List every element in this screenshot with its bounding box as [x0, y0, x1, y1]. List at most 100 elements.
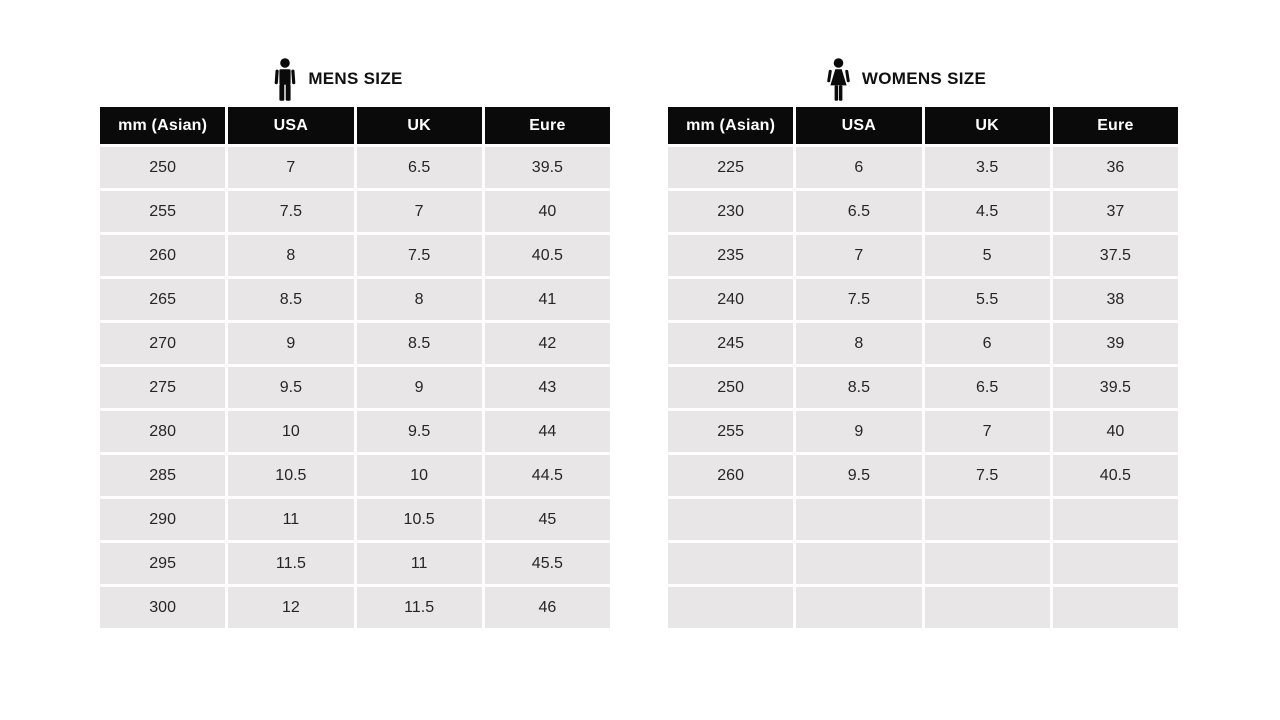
table-row: 235 7 5 37.5 — [668, 235, 1178, 276]
table-cell: 39.5 — [484, 147, 610, 188]
table-cell: 10 — [228, 411, 354, 452]
table-row: 300 12 11.5 46 — [100, 587, 610, 628]
table-cell: 255 — [668, 411, 794, 452]
table-cell: 39 — [1052, 323, 1178, 364]
table-cell: 245 — [668, 323, 794, 364]
table-cell: 8 — [356, 279, 482, 320]
table-cell: 275 — [100, 367, 226, 408]
table-cell — [668, 499, 794, 540]
table-cell: 37.5 — [1052, 235, 1178, 276]
table-row: 265 8.5 8 41 — [100, 279, 610, 320]
table-cell: 6 — [796, 147, 922, 188]
table-cell: 9.5 — [796, 455, 922, 496]
table-row: 260 9.5 7.5 40.5 — [668, 455, 1178, 496]
table-cell: 45 — [484, 499, 610, 540]
table-row: 255 9 7 40 — [668, 411, 1178, 452]
table-cell — [924, 499, 1050, 540]
table-cell: 300 — [100, 587, 226, 628]
table-cell: 40 — [484, 191, 610, 232]
table-cell: 6 — [924, 323, 1050, 364]
table-cell: 280 — [100, 411, 226, 452]
table-cell: 225 — [668, 147, 794, 188]
table-cell: 3.5 — [924, 147, 1050, 188]
column-header: USA — [228, 107, 354, 144]
table-cell: 250 — [100, 147, 226, 188]
table-cell: 5 — [924, 235, 1050, 276]
table-cell: 235 — [668, 235, 794, 276]
table-cell: 7.5 — [796, 279, 922, 320]
womens-title-label: WOMENS SIZE — [861, 69, 987, 88]
table-cell: 11 — [356, 543, 482, 584]
table-cell: 8.5 — [796, 367, 922, 408]
table-row: 250 7 6.5 39.5 — [100, 147, 610, 188]
table-cell: 40.5 — [1052, 455, 1178, 496]
table-cell: 7 — [924, 411, 1050, 452]
mens-size-table: mm (Asian) USA UK Eure 250 7 6.5 39.5 255 7.5 7 40 2… — [97, 104, 613, 631]
table-cell — [924, 543, 1050, 584]
table-row: 240 7.5 5.5 38 — [668, 279, 1178, 320]
table-cell: 6.5 — [796, 191, 922, 232]
womens-title: WOMENS SIZE — [647, 56, 1163, 102]
table-row: 280 10 9.5 44 — [100, 411, 610, 452]
column-header: USA — [796, 107, 922, 144]
womens-size-table: mm (Asian) USA UK Eure 225 6 3.5 36 230 6.5 4.5 37 2… — [665, 104, 1181, 631]
table-cell: 255 — [100, 191, 226, 232]
table-cell: 42 — [484, 323, 610, 364]
table-cell: 8 — [796, 323, 922, 364]
table-cell: 265 — [100, 279, 226, 320]
table-cell: 8.5 — [356, 323, 482, 364]
table-cell: 7 — [228, 147, 354, 188]
table-cell: 43 — [484, 367, 610, 408]
table-cell: 44.5 — [484, 455, 610, 496]
table-row — [668, 587, 1178, 628]
table-row: 250 8.5 6.5 39.5 — [668, 367, 1178, 408]
column-header: UK — [356, 107, 482, 144]
table-cell: 285 — [100, 455, 226, 496]
table-cell: 40 — [1052, 411, 1178, 452]
table-row: 255 7.5 7 40 — [100, 191, 610, 232]
table-cell: 38 — [1052, 279, 1178, 320]
table-row: 275 9.5 9 43 — [100, 367, 610, 408]
table-cell: 11.5 — [228, 543, 354, 584]
table-cell: 10.5 — [356, 499, 482, 540]
table-cell: 240 — [668, 279, 794, 320]
column-header: mm (Asian) — [668, 107, 794, 144]
table-cell: 6.5 — [924, 367, 1050, 408]
header-row: mm (Asian) USA UK Eure — [668, 107, 1178, 144]
table-cell — [1052, 543, 1178, 584]
female-icon — [824, 57, 853, 101]
table-row: 245 8 6 39 — [668, 323, 1178, 364]
table-cell: 36 — [1052, 147, 1178, 188]
table-cell: 7.5 — [924, 455, 1050, 496]
table-row — [668, 499, 1178, 540]
table-cell — [668, 543, 794, 584]
table-row: 230 6.5 4.5 37 — [668, 191, 1178, 232]
table-cell: 7.5 — [228, 191, 354, 232]
table-cell: 8 — [228, 235, 354, 276]
table-cell — [1052, 499, 1178, 540]
table-cell: 8.5 — [228, 279, 354, 320]
table-cell: 250 — [668, 367, 794, 408]
mens-title: MENS SIZE — [79, 56, 595, 102]
header-row: mm (Asian) USA UK Eure — [100, 107, 610, 144]
table-cell: 7 — [356, 191, 482, 232]
column-header: Eure — [484, 107, 610, 144]
table-cell: 45.5 — [484, 543, 610, 584]
table-cell: 12 — [228, 587, 354, 628]
table-cell: 9.5 — [356, 411, 482, 452]
table-cell: 40.5 — [484, 235, 610, 276]
table-cell: 10.5 — [228, 455, 354, 496]
mens-title-label: MENS SIZE — [308, 69, 403, 88]
table-cell: 9 — [228, 323, 354, 364]
womens-panel: WOMENS SIZE mm (Asian) USA UK Eure 225 6 3.5 36… — [665, 56, 1181, 631]
table-row: 225 6 3.5 36 — [668, 147, 1178, 188]
table-cell: 10 — [356, 455, 482, 496]
column-header: Eure — [1052, 107, 1178, 144]
table-row: 295 11.5 11 45.5 — [100, 543, 610, 584]
table-row: 290 11 10.5 45 — [100, 499, 610, 540]
table-cell: 7 — [796, 235, 922, 276]
table-cell: 9 — [796, 411, 922, 452]
table-cell: 44 — [484, 411, 610, 452]
table-cell: 46 — [484, 587, 610, 628]
table-cell: 6.5 — [356, 147, 482, 188]
